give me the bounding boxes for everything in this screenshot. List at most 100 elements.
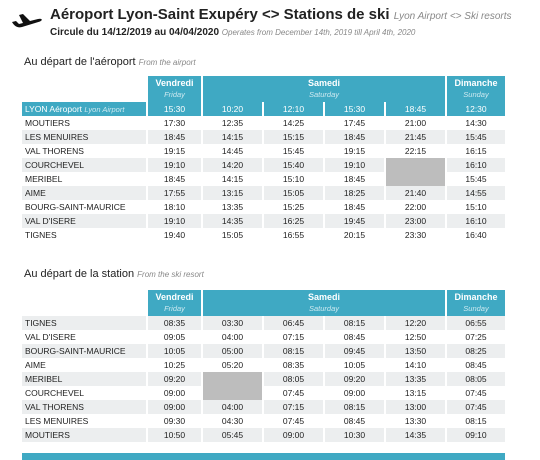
departure-time: 08:15 [262, 344, 324, 358]
departure-time: 18:45 [146, 172, 202, 186]
departure-time: 05:20 [201, 358, 263, 372]
departure-time: 08:45 [323, 330, 385, 344]
no-service [384, 172, 446, 186]
stop-name: VAL D'ISERE [22, 214, 147, 228]
stop: BOURG-SAINT-MAURICE [25, 202, 126, 212]
stop: VAL THORENS [25, 146, 84, 156]
stop-row: AIME 17:55 13:15 15:05 18:25 21:40 14:55 [22, 186, 505, 200]
departure-time: 10:25 [146, 358, 202, 372]
stop-row: VAL D'ISERE 09:05 04:00 07:15 08:45 12:50 07:2… [22, 330, 505, 344]
departure-time: 19:10 [146, 158, 202, 172]
day-header: Vendredi Friday [146, 76, 202, 102]
departure-time: 19:15 [323, 144, 385, 158]
departure-time: 15:25 [262, 200, 324, 214]
subtitle: Circule du 14/12/2019 au 04/04/2020 Oper… [50, 27, 415, 38]
day-header: Samedi Saturday [201, 290, 446, 316]
departure-time: 14:55 [445, 186, 505, 200]
departure-time: 04:00 [201, 400, 263, 414]
departure-time: 16:10 [445, 214, 505, 228]
departure-time: 15:10 [262, 172, 324, 186]
section-heading: Au départ de la station From the ski res… [24, 268, 204, 280]
table-footer-band [22, 453, 505, 460]
day: Samedi [307, 292, 340, 302]
departure-time: 15:05 [262, 186, 324, 200]
stop-row: MOUTIERS 17:30 12:35 14:25 17:45 21:00 14:30 [22, 116, 505, 130]
header-blank [22, 76, 147, 102]
departure-time: 20:15 [323, 228, 385, 242]
departure-time: 12:10 [262, 102, 324, 116]
departure-time: 19:10 [323, 158, 385, 172]
departure-time: 21:00 [384, 116, 446, 130]
departure-time: 15:30 [146, 102, 202, 116]
stop-name: LES MENUIRES [22, 414, 147, 428]
stop: LYON Aéroport [25, 104, 83, 114]
departure-time: 07:45 [262, 414, 324, 428]
stop-name: LES MENUIRES [22, 130, 147, 144]
departure-time: 05:00 [201, 344, 263, 358]
stop: VAL D'ISERE [25, 332, 76, 342]
day: Dimanche [454, 292, 498, 302]
departure-time: 10:05 [323, 358, 385, 372]
departure-time: 18:45 [384, 102, 446, 116]
departure-time: 09:20 [146, 372, 202, 386]
day-header: Vendredi Friday [146, 290, 202, 316]
day-en: Saturday [308, 90, 340, 99]
day-en: Friday [164, 90, 185, 99]
plane-icon [12, 14, 42, 28]
departure-time: 07:25 [445, 330, 505, 344]
stop-row: VAL THORENS 19:15 14:45 15:45 19:15 22:15 16:1… [22, 144, 505, 158]
day-header: Dimanche Sunday [445, 76, 505, 102]
stop: AIME [25, 360, 46, 370]
departure-time: 14:25 [262, 116, 324, 130]
departure-time: 09:00 [146, 386, 202, 400]
stop-row: LES MENUIRES 09:30 04:30 07:45 08:45 13:30 08:… [22, 414, 505, 428]
departure-time: 22:15 [384, 144, 446, 158]
departure-time: 13:15 [384, 386, 446, 400]
departure-time: 10:05 [146, 344, 202, 358]
stop-name: AIME [22, 358, 147, 372]
departure-time: 17:55 [146, 186, 202, 200]
departure-time: 08:15 [323, 400, 385, 414]
departure-time: 14:20 [201, 158, 263, 172]
title: Aéroport Lyon-Saint Exupéry <> Stations … [50, 6, 512, 23]
departure-time: 13:35 [384, 372, 446, 386]
stop-name: MERIBEL [22, 372, 147, 386]
day-en: Sunday [463, 304, 489, 313]
stop: LES MENUIRES [25, 132, 89, 142]
heading-en: From the ski resort [137, 270, 204, 279]
stop: COURCHEVEL [25, 160, 85, 170]
stop: TIGNES [25, 318, 57, 328]
stop-name: LYON Aéroport Lyon Airport [22, 102, 147, 116]
day: Samedi [307, 78, 340, 88]
departure-time: 08:15 [445, 414, 505, 428]
stop-name: MOUTIERS [22, 428, 147, 442]
stop-row: MERIBEL 18:45 14:15 15:10 18:45 15:45 [22, 172, 505, 186]
stop: BOURG-SAINT-MAURICE [25, 346, 126, 356]
departure-time: 13:00 [384, 400, 446, 414]
departure-time: 04:00 [201, 330, 263, 344]
departure-time: 17:45 [323, 116, 385, 130]
header-row: Vendredi Friday Samedi Saturday Dimanche Sund… [22, 290, 505, 316]
departure-time: 12:50 [384, 330, 446, 344]
departure-time: 21:40 [384, 186, 446, 200]
departure-time: 18:10 [146, 200, 202, 214]
stop-name: VAL D'ISERE [22, 330, 147, 344]
departure-time: 19:45 [323, 214, 385, 228]
day: Dimanche [454, 78, 498, 88]
stop: VAL D'ISERE [25, 216, 76, 226]
departure-time: 10:20 [201, 102, 263, 116]
departure-time: 16:55 [262, 228, 324, 242]
departure-time: 10:30 [323, 428, 385, 442]
departure-time: 16:15 [445, 144, 505, 158]
departure-time: 07:45 [445, 400, 505, 414]
stop-en: Lyon Airport [84, 105, 125, 114]
departure-time: 23:00 [384, 214, 446, 228]
departure-time: 14:35 [384, 428, 446, 442]
stop-name: COURCHEVEL [22, 386, 147, 400]
no-service [384, 158, 446, 172]
stop-row: BOURG-SAINT-MAURICE 10:05 05:00 08:15 09:45 1… [22, 344, 505, 358]
stop-row: BOURG-SAINT-MAURICE 18:10 13:35 15:25 18:45 2… [22, 200, 505, 214]
day-en: Saturday [308, 304, 340, 313]
departure-time: 09:00 [323, 386, 385, 400]
stop-row: AIME 10:25 05:20 08:35 10:05 14:10 08:45 [22, 358, 505, 372]
